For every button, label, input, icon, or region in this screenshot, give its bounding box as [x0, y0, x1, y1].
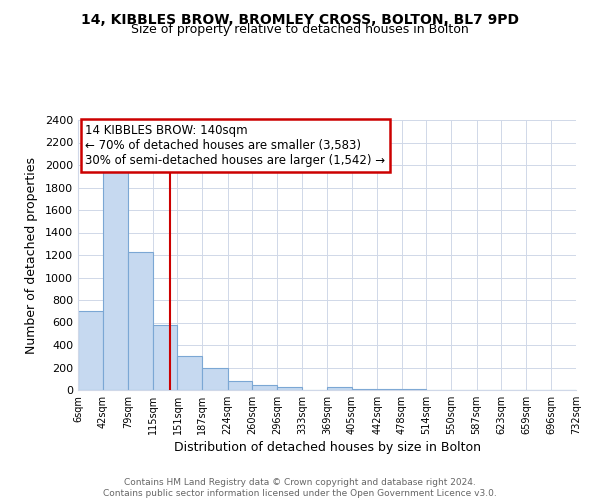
Bar [327, 386, 352, 390]
Bar [153, 326, 178, 390]
Bar [252, 385, 277, 390]
Bar [78, 311, 103, 390]
Text: 14 KIBBLES BROW: 140sqm
← 70% of detached houses are smaller (3,583)
30% of semi: 14 KIBBLES BROW: 140sqm ← 70% of detache… [85, 124, 386, 167]
Y-axis label: Number of detached properties: Number of detached properties [25, 156, 38, 354]
Text: 14, KIBBLES BROW, BROMLEY CROSS, BOLTON, BL7 9PD: 14, KIBBLES BROW, BROMLEY CROSS, BOLTON,… [81, 12, 519, 26]
Bar [128, 252, 153, 390]
Bar [277, 386, 302, 390]
Text: Size of property relative to detached houses in Bolton: Size of property relative to detached ho… [131, 22, 469, 36]
X-axis label: Distribution of detached houses by size in Bolton: Distribution of detached houses by size … [173, 441, 481, 454]
Bar [178, 356, 202, 390]
Text: Contains HM Land Registry data © Crown copyright and database right 2024.
Contai: Contains HM Land Registry data © Crown c… [103, 478, 497, 498]
Bar [202, 368, 227, 390]
Bar [103, 172, 128, 390]
Bar [227, 381, 252, 390]
